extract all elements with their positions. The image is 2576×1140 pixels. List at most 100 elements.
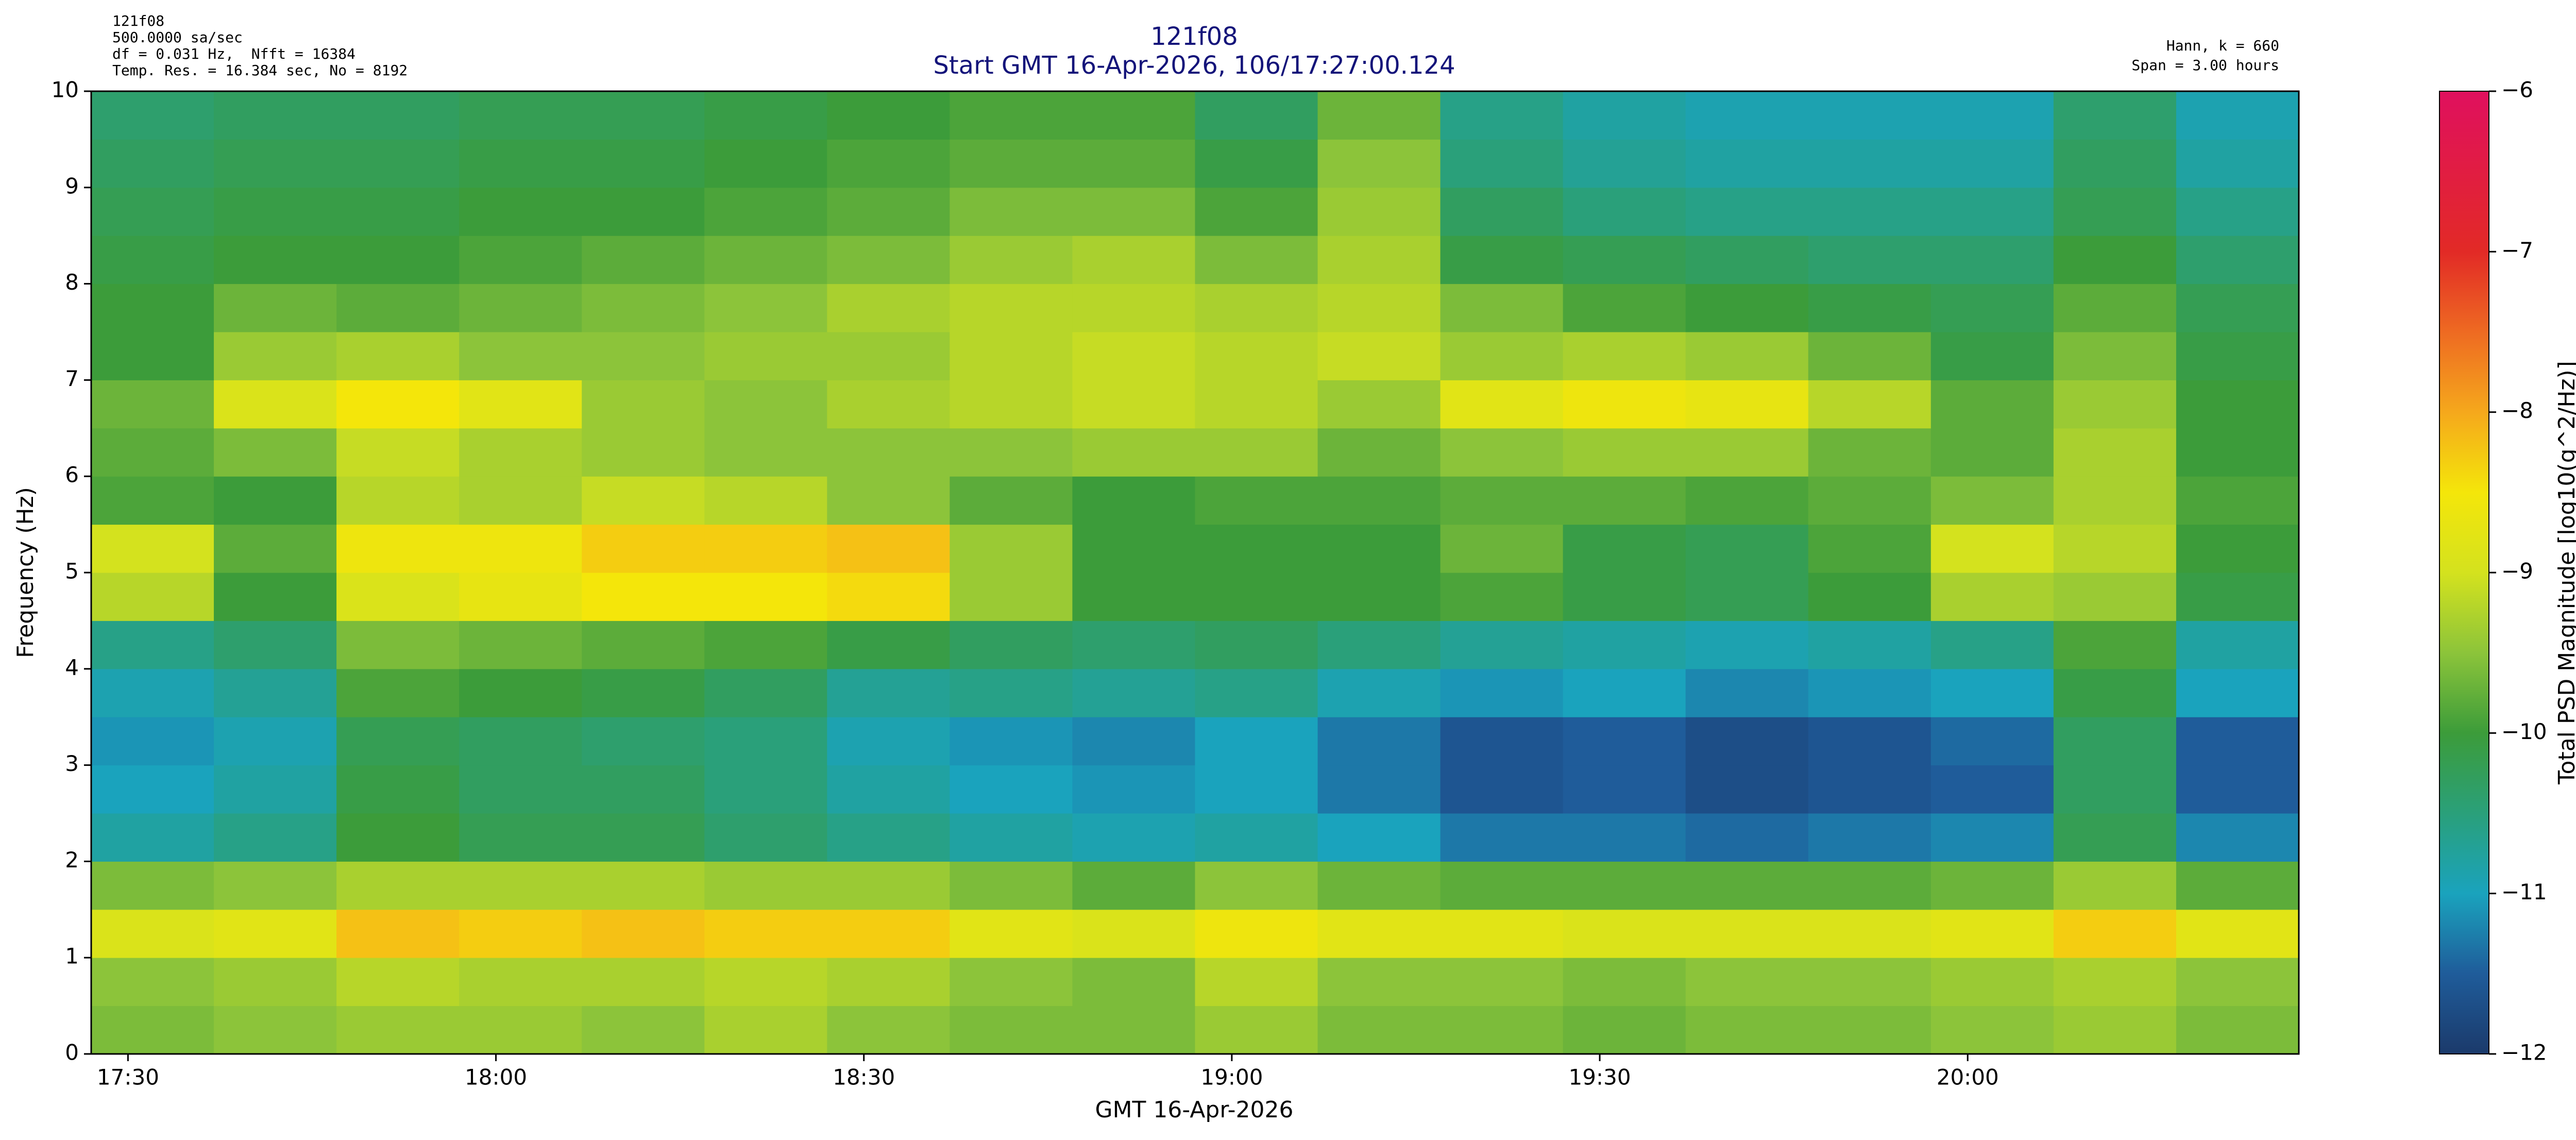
- heatmap-cell: [950, 909, 1073, 958]
- heatmap-cell: [1563, 91, 1686, 140]
- heatmap-cell: [214, 621, 337, 669]
- heatmap-cell: [827, 717, 950, 766]
- heatmap-cell: [214, 909, 337, 958]
- heatmap-cell: [1685, 717, 1809, 766]
- heatmap-cell: [950, 91, 1073, 140]
- heatmap-cell: [1930, 236, 2054, 284]
- heatmap-cell: [2053, 139, 2177, 188]
- heatmap-cell: [2053, 332, 2177, 380]
- heatmap-cell: [1930, 861, 2054, 910]
- heatmap-cell: [1317, 428, 1441, 477]
- heatmap-cell: [91, 717, 214, 766]
- heatmap-cell: [1685, 909, 1809, 958]
- heatmap-cell: [2176, 283, 2299, 332]
- heatmap-cell: [582, 139, 705, 188]
- heatmap-cell: [1440, 236, 1564, 284]
- heatmap-cell: [91, 428, 214, 477]
- heatmap-cell: [1685, 476, 1809, 525]
- heatmap-cell: [1317, 1005, 1441, 1054]
- heatmap-cell: [1440, 717, 1564, 766]
- heatmap-cell: [1440, 187, 1564, 236]
- heatmap-cell: [336, 524, 460, 573]
- heatmap-cell: [1808, 668, 1931, 717]
- heatmap-cell: [1072, 765, 1195, 814]
- x-tick-label: 17:30: [97, 1065, 159, 1090]
- heatmap-cell: [1195, 236, 1318, 284]
- heatmap-cell: [1563, 813, 1686, 862]
- heatmap-cell: [1685, 139, 1809, 188]
- heatmap-cell: [459, 573, 582, 621]
- heatmap-cell: [1440, 476, 1564, 525]
- heatmap-cell: [950, 765, 1073, 814]
- heatmap-cell: [214, 428, 337, 477]
- heatmap-cell: [704, 524, 827, 573]
- heatmap-cell: [704, 236, 827, 284]
- heatmap-cell: [1072, 524, 1195, 573]
- heatmap-cell: [1685, 91, 1809, 140]
- heatmap-cell: [1808, 621, 1931, 669]
- heatmap-cell: [1195, 765, 1318, 814]
- heatmap-cell: [950, 524, 1073, 573]
- heatmap-cell: [336, 428, 460, 477]
- heatmap-cell: [459, 332, 582, 380]
- heatmap-cell: [582, 668, 705, 717]
- heatmap-cell: [459, 909, 582, 958]
- heatmap-cell: [950, 187, 1073, 236]
- heatmap-cell: [1930, 332, 2054, 380]
- x-axis-label: GMT 16-Apr-2026: [1095, 1097, 1294, 1123]
- heatmap-cell: [459, 236, 582, 284]
- heatmap-cell: [1685, 765, 1809, 814]
- heatmap-cell: [582, 283, 705, 332]
- heatmap-cell: [827, 139, 950, 188]
- heatmap-cell: [1317, 187, 1441, 236]
- heatmap-cell: [2053, 861, 2177, 910]
- heatmap-cell: [2053, 717, 2177, 766]
- heatmap-cell: [1072, 332, 1195, 380]
- y-tick-label: 6: [65, 462, 79, 488]
- heatmap-cell: [336, 476, 460, 525]
- heatmap-cell: [2053, 573, 2177, 621]
- heatmap-cell: [1563, 861, 1686, 910]
- heatmap-cell: [214, 861, 337, 910]
- heatmap-cell: [91, 573, 214, 621]
- heatmap-cell: [214, 380, 337, 429]
- heatmap-cell: [336, 236, 460, 284]
- heatmap-cell: [1930, 91, 2054, 140]
- heatmap-cell: [1930, 428, 2054, 477]
- heatmap-cell: [1072, 668, 1195, 717]
- heatmap-cell: [1930, 958, 2054, 1007]
- heatmap-cell: [91, 813, 214, 862]
- heatmap-cell: [1317, 91, 1441, 140]
- heatmap-cell: [336, 958, 460, 1007]
- heatmap-cell: [950, 861, 1073, 910]
- heatmap-cell: [1808, 428, 1931, 477]
- heatmap-cell: [1685, 573, 1809, 621]
- heatmap-cell: [1195, 476, 1318, 525]
- heatmap-cell: [2053, 476, 2177, 525]
- y-axis-label: Frequency (Hz): [12, 487, 39, 658]
- heatmap-cell: [827, 1005, 950, 1054]
- heatmap-cell: [459, 187, 582, 236]
- heatmap-cell: [1808, 958, 1931, 1007]
- heatmap-cell: [1563, 524, 1686, 573]
- heatmap-cell: [1440, 524, 1564, 573]
- heatmap-cell: [582, 332, 705, 380]
- heatmap-cell: [1563, 476, 1686, 525]
- colorbar-tick-label: −7: [2501, 238, 2533, 263]
- heatmap-cell: [827, 380, 950, 429]
- heatmap-cell: [214, 668, 337, 717]
- heatmap-cell: [1195, 428, 1318, 477]
- heatmap-cell: [1195, 621, 1318, 669]
- heatmap-cell: [827, 428, 950, 477]
- heatmap-cell: [1808, 573, 1931, 621]
- heatmap-cell: [1930, 1005, 2054, 1054]
- heatmap-cell: [1072, 428, 1195, 477]
- heatmap-cell: [1072, 380, 1195, 429]
- heatmap-cell: [950, 958, 1073, 1007]
- heatmap-cell: [582, 958, 705, 1007]
- y-tick-label: 8: [65, 270, 79, 295]
- colorbar-tick-label: −9: [2501, 559, 2533, 584]
- heatmap-cell: [1440, 909, 1564, 958]
- heatmap-cell: [1317, 139, 1441, 188]
